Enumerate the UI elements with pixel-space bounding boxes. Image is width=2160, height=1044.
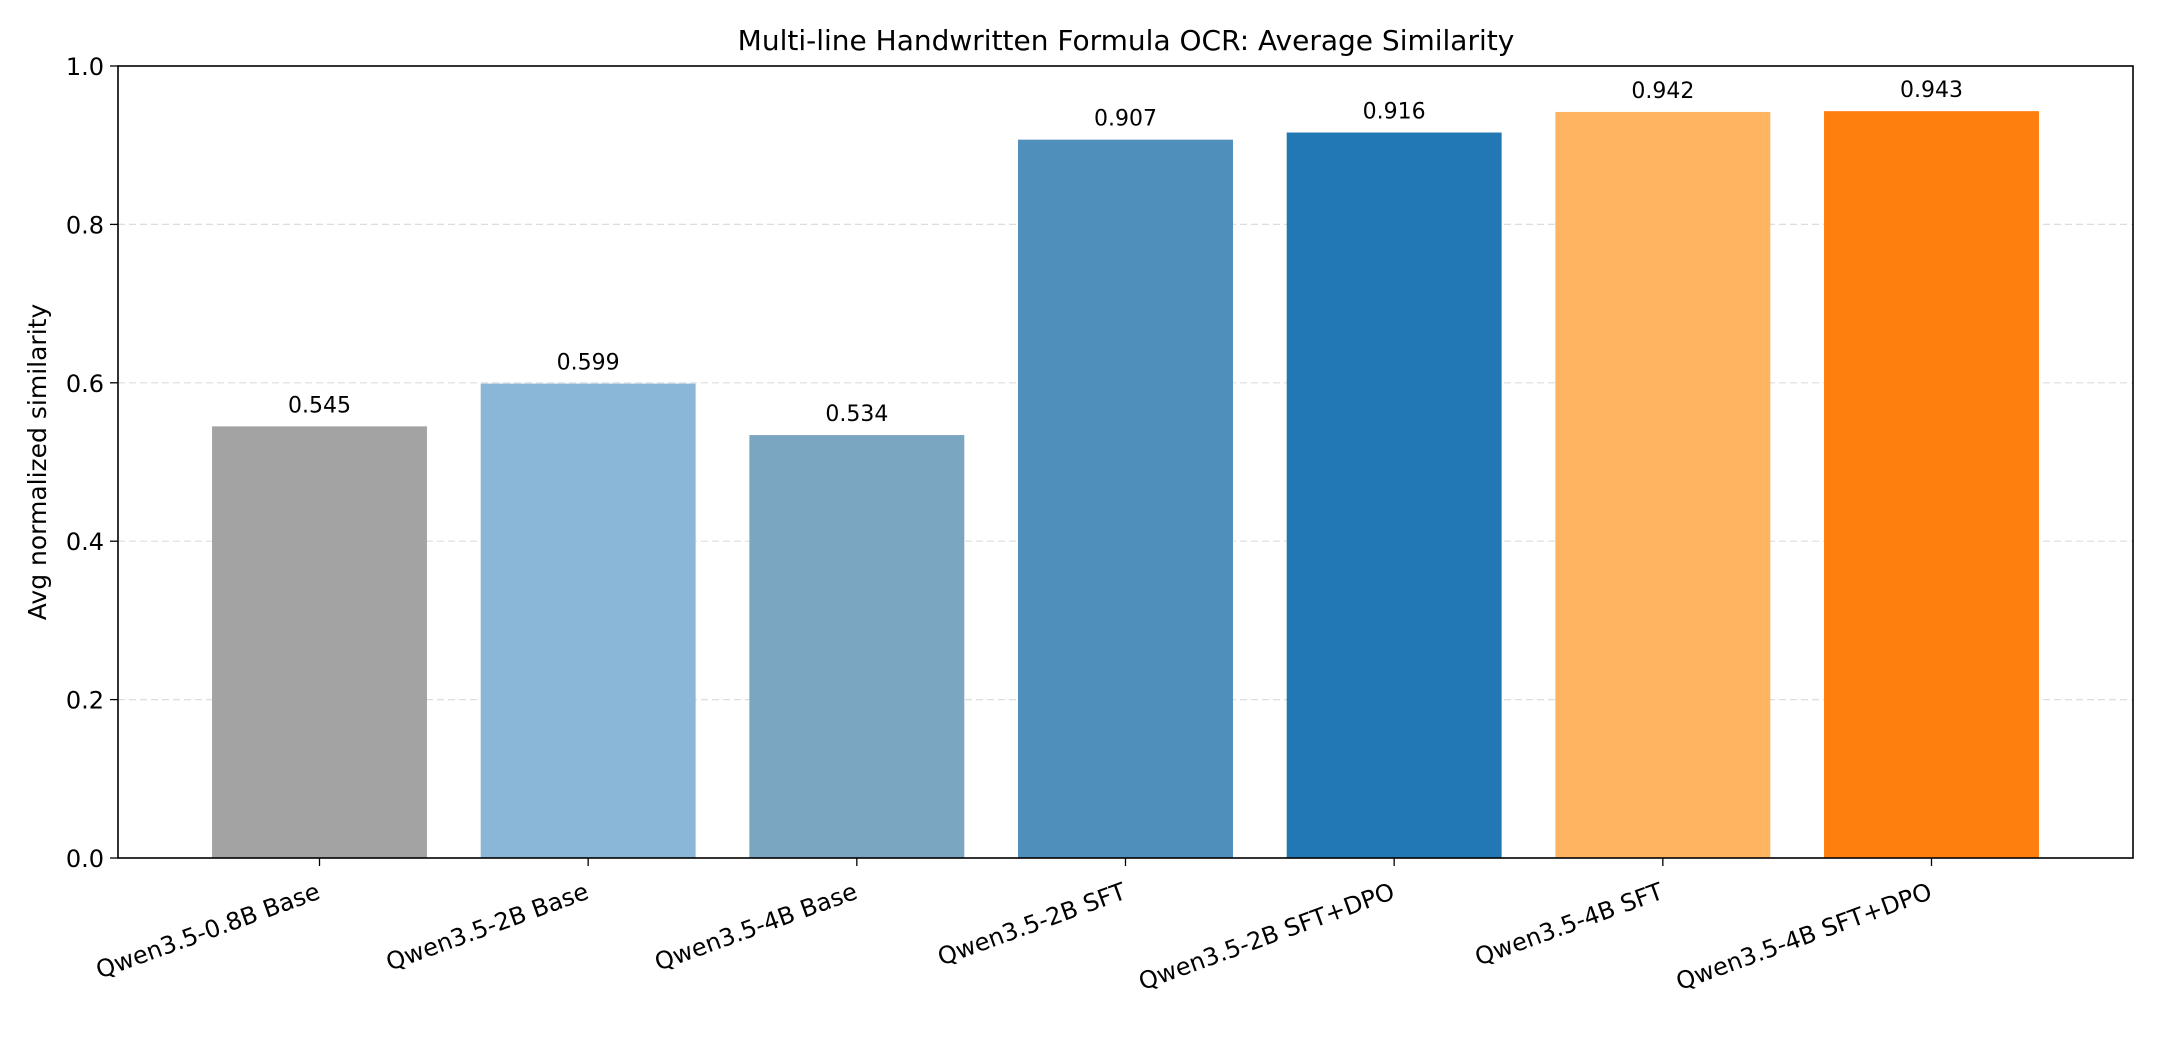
bar-value-label: 0.534 <box>825 402 888 427</box>
bars <box>212 111 2039 859</box>
bar <box>480 383 696 858</box>
bar-value-label: 0.943 <box>1900 78 1963 103</box>
x-tick-label: Qwen3.5-4B SFT <box>1471 877 1667 971</box>
y-tick-label: 0.8 <box>66 211 104 239</box>
x-tick-label: Qwen3.5-4B Base <box>651 877 861 976</box>
bar <box>1824 111 2039 859</box>
y-axis-label: Avg normalized similarity <box>23 304 52 621</box>
x-tick-label: Qwen3.5-2B Base <box>382 877 592 976</box>
y-tick-label: 0.4 <box>66 528 104 556</box>
bar-value-label: 0.942 <box>1631 79 1694 104</box>
x-axis-ticks: Qwen3.5-0.8B Base Qwen3.5-2B Base Qwen3.5-… <box>92 858 1936 996</box>
value-labels: 0.545 0.599 0.534 0.907 0.916 0.942 0.943 <box>288 78 1963 427</box>
bar <box>1286 132 1502 858</box>
y-tick-label: 0.0 <box>66 845 104 873</box>
bar <box>1018 139 1233 858</box>
y-tick-label: 0.2 <box>66 687 104 715</box>
bar-value-label: 0.907 <box>1094 107 1157 132</box>
bar <box>1555 111 1771 859</box>
x-tick-label: Qwen3.5-2B SFT+DPO <box>1135 877 1398 996</box>
x-tick-label: Qwen3.5-0.8B Base <box>92 877 323 984</box>
y-tick-label: 0.6 <box>66 370 104 398</box>
y-tick-label: 1.0 <box>66 53 104 81</box>
chart-title: Multi-line Handwritten Formula OCR: Aver… <box>738 24 1515 57</box>
y-axis-ticks: 0.0 0.2 0.4 0.6 0.8 1.0 <box>66 53 118 873</box>
bar <box>212 426 427 858</box>
bar-value-label: 0.599 <box>557 351 620 376</box>
bar <box>749 435 965 858</box>
x-tick-label: Qwen3.5-2B SFT <box>934 877 1130 971</box>
x-tick-label: Qwen3.5-4B SFT+DPO <box>1672 877 1935 996</box>
bar-value-label: 0.545 <box>288 393 351 418</box>
bar-value-label: 0.916 <box>1363 100 1426 125</box>
